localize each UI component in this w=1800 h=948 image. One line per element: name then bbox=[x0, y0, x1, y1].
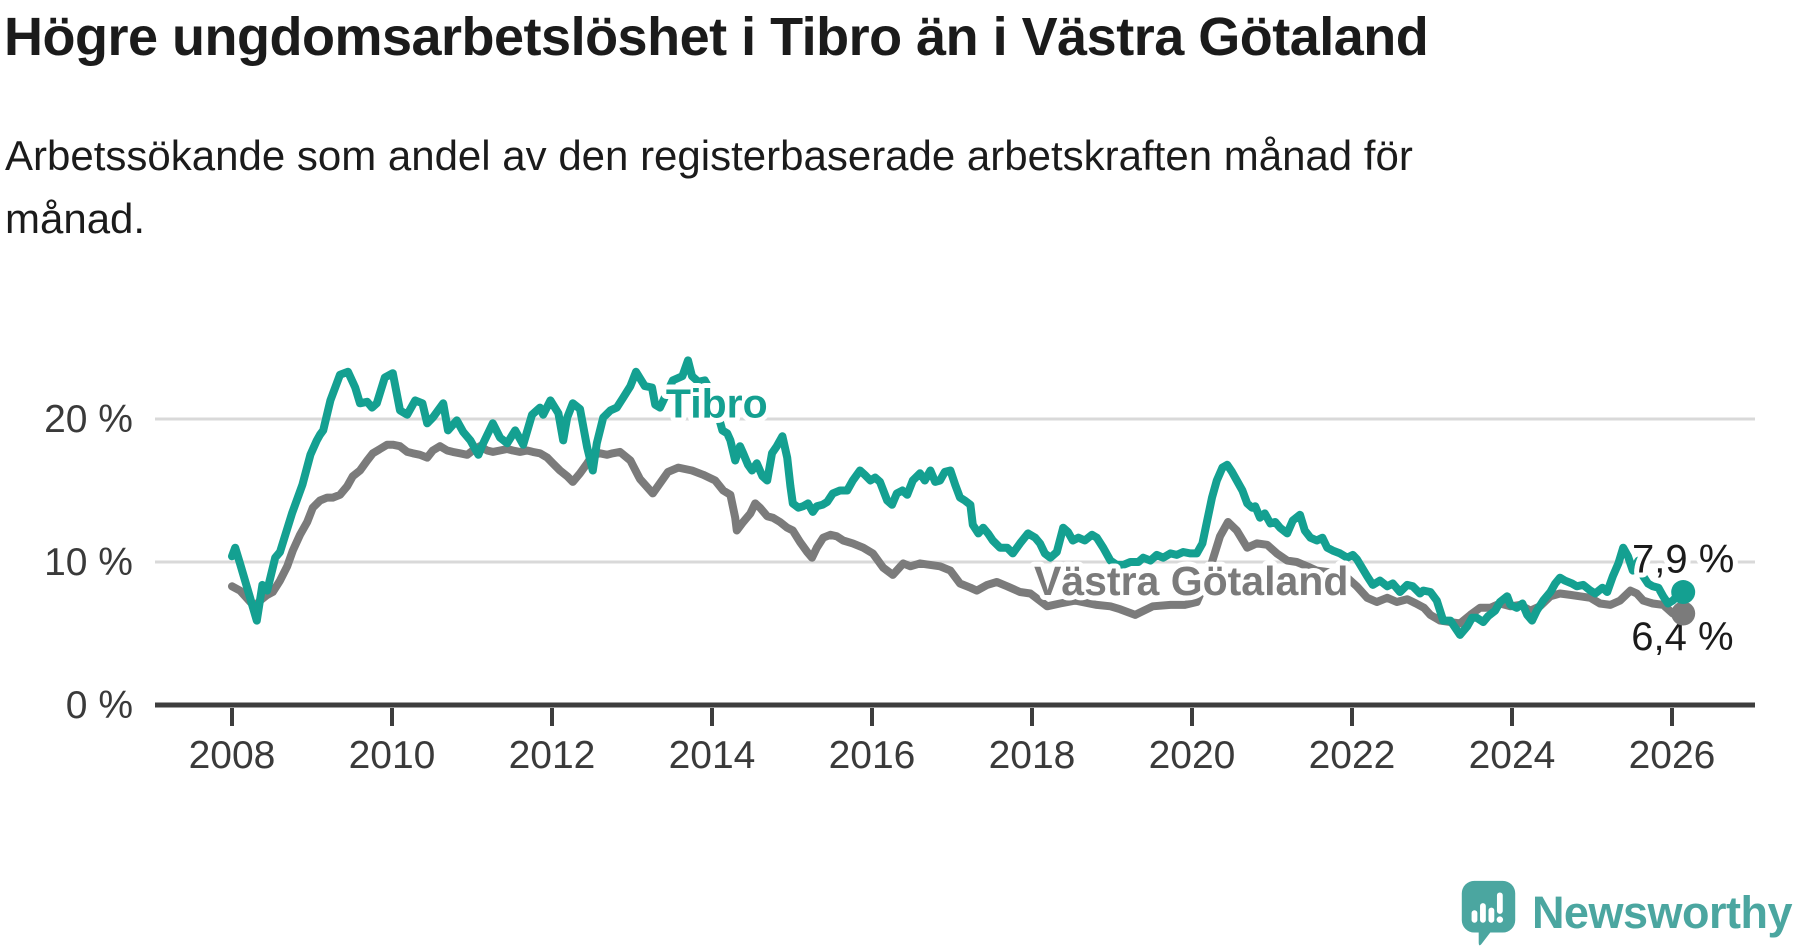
v-stra-g-taland-line bbox=[228, 440, 1688, 628]
x-tick-label-2024: 2024 bbox=[1469, 734, 1556, 777]
chart-title: Högre ungdomsarbetslöshet i Tibro än i V… bbox=[4, 7, 1429, 67]
tibro-end-dot bbox=[1671, 580, 1696, 605]
tibro-end-value-label: 7,9 % bbox=[1632, 538, 1734, 582]
x-tick-label-2018: 2018 bbox=[989, 734, 1076, 777]
y-tick-label-0: 0 % bbox=[66, 684, 133, 727]
x-tick-label-2012: 2012 bbox=[509, 734, 596, 777]
x-tick-label-2016: 2016 bbox=[829, 734, 916, 777]
vastra-gotaland-series-label: Västra Götaland bbox=[1034, 558, 1348, 604]
tibro-series-label: Tibro bbox=[666, 381, 768, 427]
tibro-line bbox=[228, 356, 1688, 639]
y-tick-label-10: 10 % bbox=[44, 541, 133, 584]
x-tick-label-2008: 2008 bbox=[189, 734, 276, 777]
x-tick-label-2022: 2022 bbox=[1309, 734, 1396, 777]
x-tick-label-2020: 2020 bbox=[1149, 734, 1236, 777]
x-tick-label-2010: 2010 bbox=[349, 734, 436, 777]
v-stra-g-taland-end-dot bbox=[1671, 601, 1696, 626]
y-tick-label-20: 20 % bbox=[44, 398, 133, 441]
x-tick-label-2014: 2014 bbox=[669, 734, 756, 777]
chart-subtitle-line1: Arbetssökande som andel av den registerb… bbox=[5, 132, 1413, 179]
chart-subtitle: Arbetssökande som andel av den registerb… bbox=[5, 124, 1413, 250]
bar-chart-glyph bbox=[1471, 892, 1503, 923]
chart-subtitle-line2: månad. bbox=[5, 195, 146, 242]
x-tick-label-2026: 2026 bbox=[1629, 734, 1716, 777]
newsworthy-branding: Newsworthy bbox=[1460, 879, 1793, 946]
newsworthy-logo-icon bbox=[1461, 880, 1516, 946]
newsworthy-wordmark: Newsworthy bbox=[1531, 886, 1793, 938]
